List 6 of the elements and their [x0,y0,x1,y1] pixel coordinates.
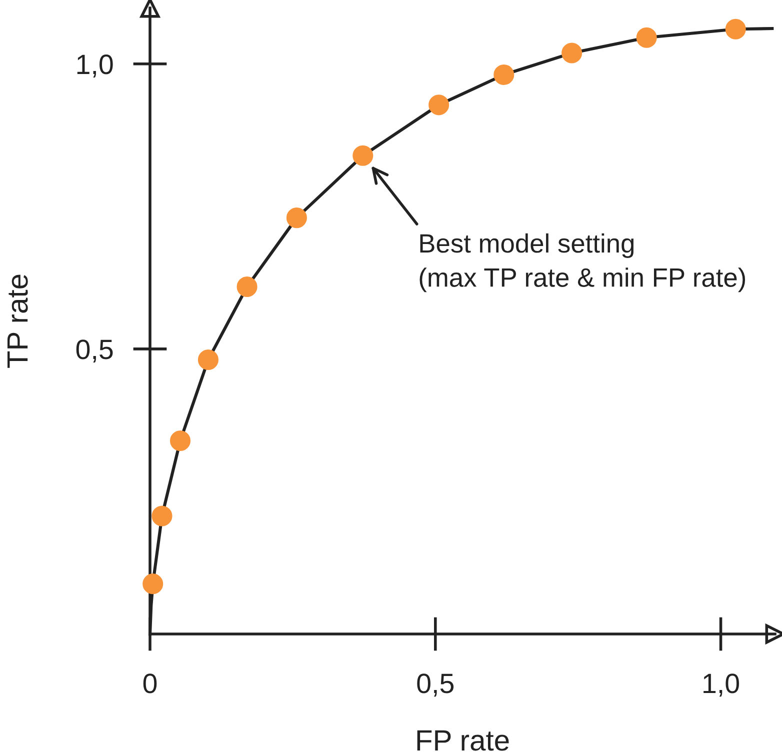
x-axis-title: FP rate [417,730,509,751]
x-tick-label: 0 [143,674,157,694]
x-tick-label: 0,5 [417,674,454,697]
x-tick-label: 1,0 [704,674,739,697]
y-axis-title: TP rate [7,274,28,368]
annotation: Best model setting (max TP rate & min FP rate) [420,233,746,292]
